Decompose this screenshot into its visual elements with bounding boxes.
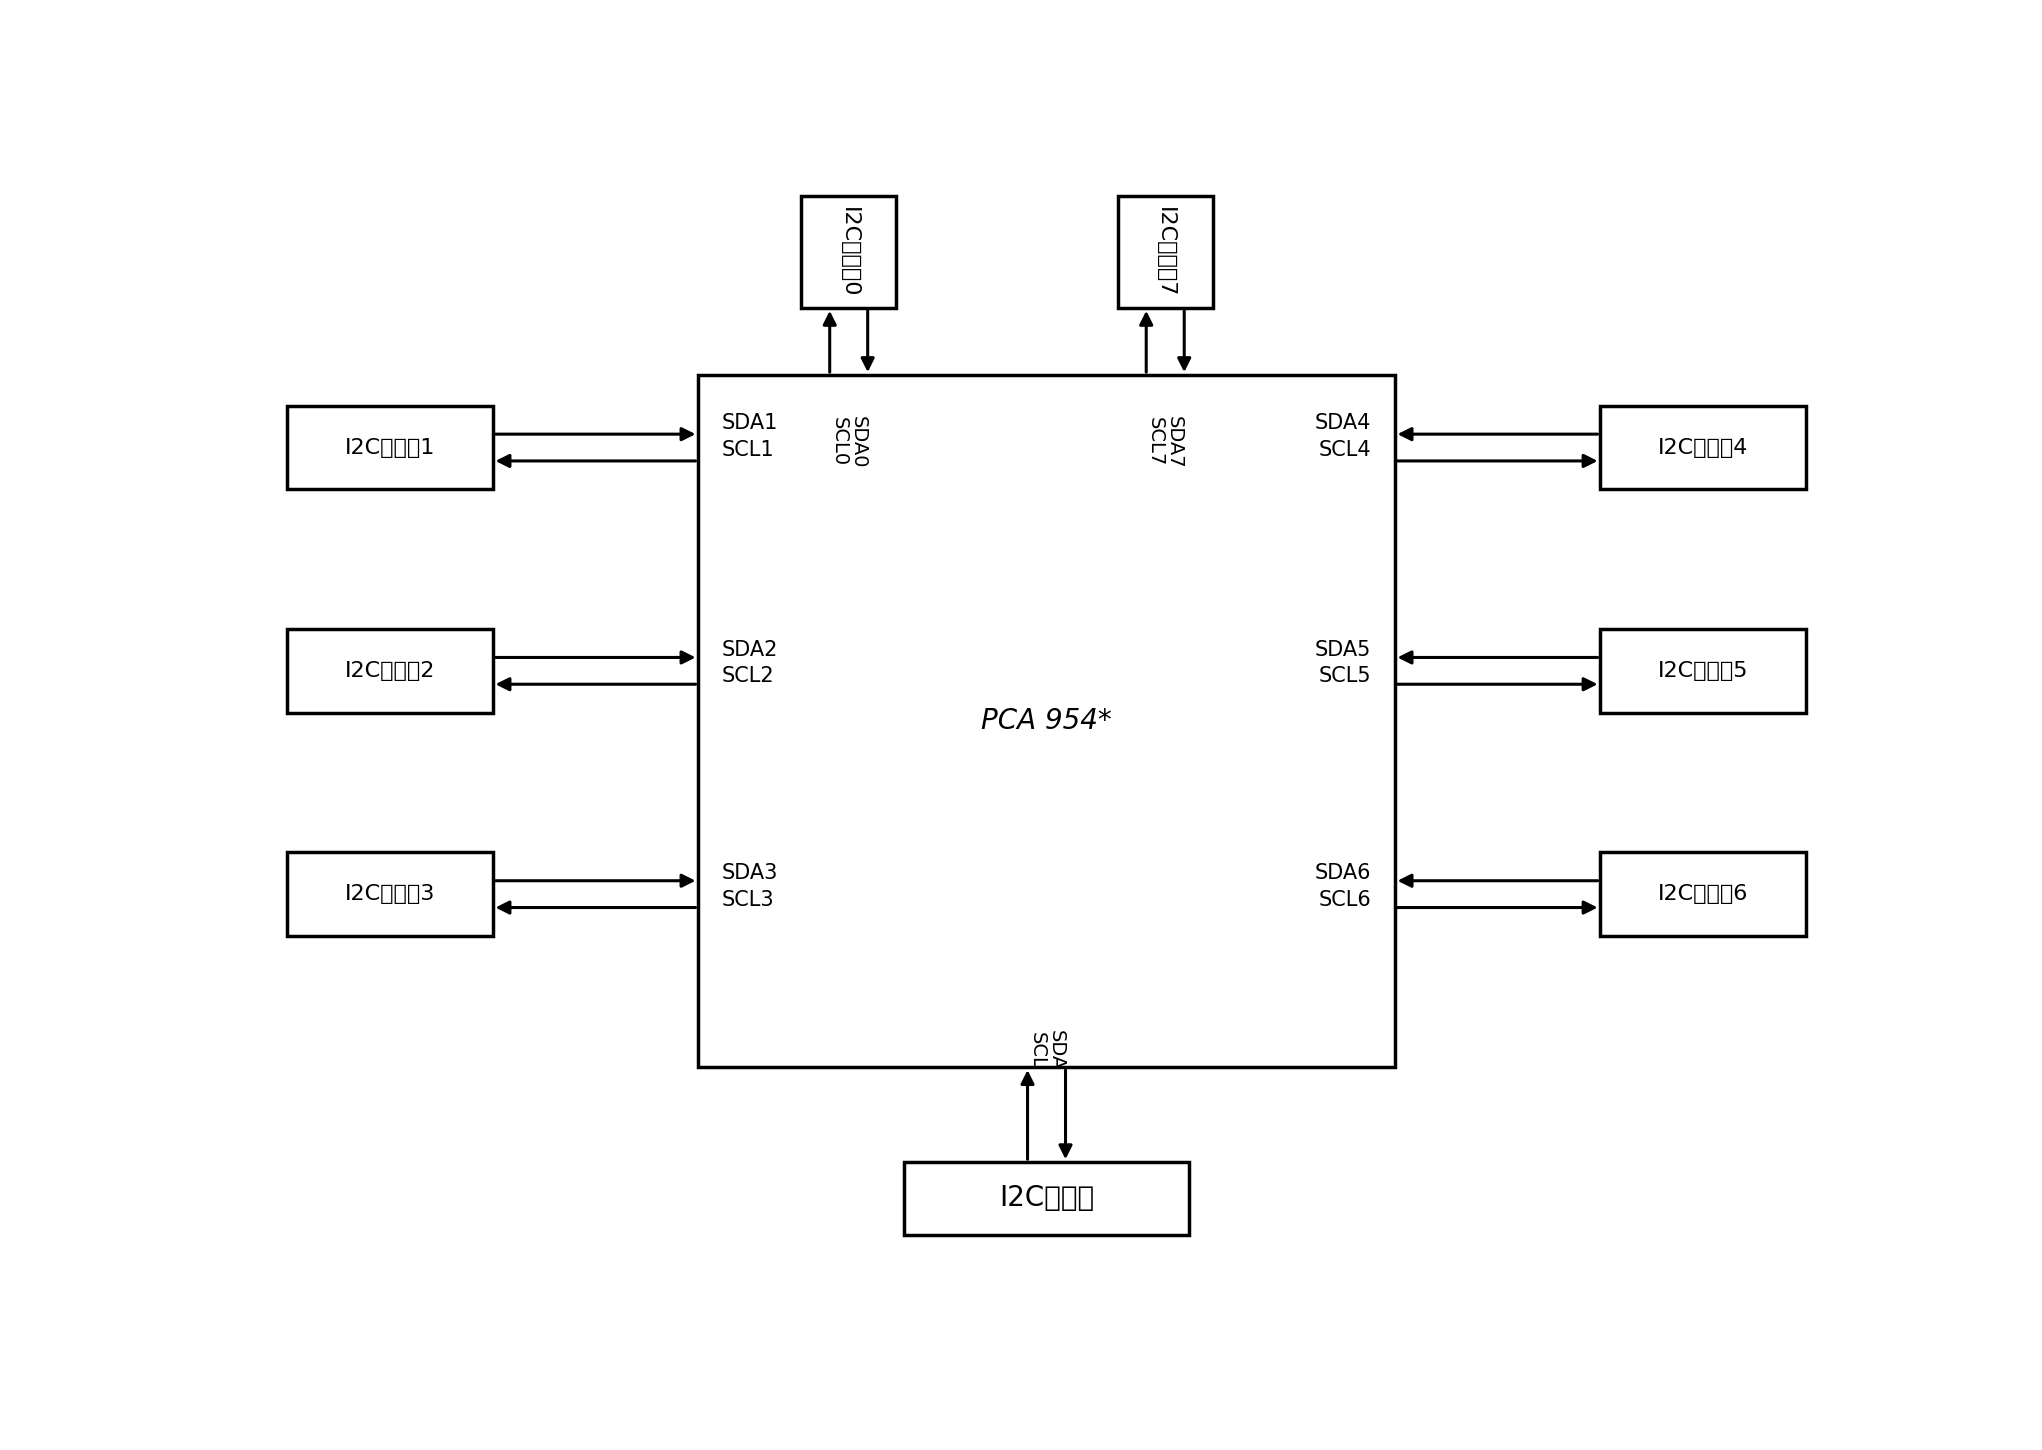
- Text: I2C主器件: I2C主器件: [999, 1185, 1095, 1212]
- Bar: [1601, 406, 1805, 490]
- Text: SDA
SCL: SDA SCL: [1027, 1031, 1066, 1070]
- Bar: [286, 853, 492, 937]
- Text: I2C从器件6: I2C从器件6: [1658, 884, 1748, 905]
- Text: SDA6
SCL6: SDA6 SCL6: [1315, 863, 1370, 909]
- Bar: [698, 376, 1395, 1067]
- Text: SDA0
SCL0: SDA0 SCL0: [829, 416, 868, 468]
- Text: I2C从器件4: I2C从器件4: [1658, 438, 1748, 458]
- Bar: [286, 406, 492, 490]
- Bar: [1601, 629, 1805, 713]
- Text: SDA7
SCL7: SDA7 SCL7: [1146, 416, 1184, 468]
- Text: SDA5
SCL5: SDA5 SCL5: [1315, 639, 1370, 686]
- Bar: [1601, 853, 1805, 937]
- Bar: [1117, 196, 1213, 307]
- Text: PCA 954*: PCA 954*: [980, 708, 1113, 735]
- Text: SDA4
SCL4: SDA4 SCL4: [1315, 413, 1370, 460]
- Text: SDA2
SCL2: SDA2 SCL2: [723, 639, 778, 686]
- Text: I2C从器件3: I2C从器件3: [345, 884, 435, 905]
- Text: I2C从器件1: I2C从器件1: [345, 438, 435, 458]
- Bar: [286, 629, 492, 713]
- Text: I2C从器件5: I2C从器件5: [1658, 661, 1748, 682]
- Text: I2C从器件2: I2C从器件2: [345, 661, 435, 682]
- Text: SDA3
SCL3: SDA3 SCL3: [723, 863, 778, 909]
- Text: I2C从器件7: I2C从器件7: [1156, 207, 1176, 297]
- Bar: [800, 196, 896, 307]
- Text: I2C从器件0: I2C从器件0: [839, 207, 860, 297]
- Bar: [905, 1161, 1188, 1235]
- Text: SDA1
SCL1: SDA1 SCL1: [723, 413, 778, 460]
